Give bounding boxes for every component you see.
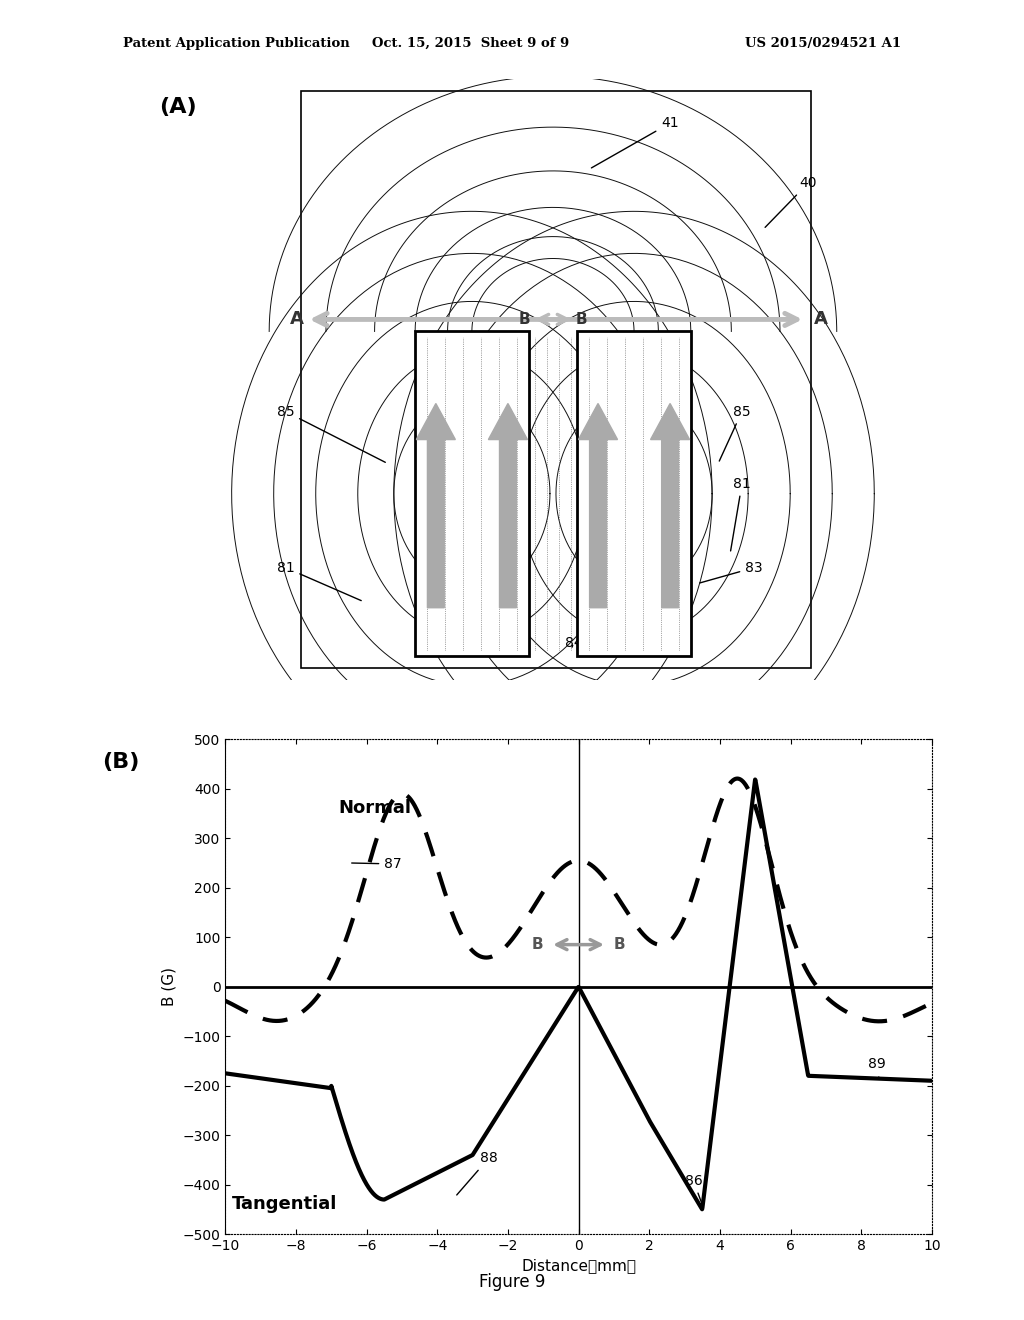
Text: 41: 41: [592, 116, 679, 168]
Text: US 2015/0294521 A1: US 2015/0294521 A1: [745, 37, 901, 50]
Text: 40: 40: [765, 177, 817, 227]
Text: 81: 81: [276, 561, 361, 601]
Text: Tangential: Tangential: [232, 1196, 338, 1213]
Text: 85: 85: [719, 404, 751, 461]
Text: Oct. 15, 2015  Sheet 9 of 9: Oct. 15, 2015 Sheet 9 of 9: [373, 37, 569, 50]
Bar: [301, 91, 811, 668]
Text: (A): (A): [159, 98, 197, 117]
X-axis label: Distance（mm）: Distance（mm）: [521, 1258, 636, 1274]
Text: Figure 9: Figure 9: [479, 1272, 545, 1291]
FancyArrow shape: [650, 404, 689, 607]
Text: 83: 83: [699, 561, 763, 583]
Bar: [415, 331, 529, 656]
Text: Normal: Normal: [338, 800, 412, 817]
Text: B: B: [575, 312, 588, 327]
Text: 89: 89: [868, 1057, 886, 1077]
Text: Patent Application Publication: Patent Application Publication: [123, 37, 349, 50]
Text: 85: 85: [276, 404, 385, 462]
Text: 87: 87: [351, 857, 401, 871]
Text: B: B: [531, 937, 543, 952]
Bar: [577, 331, 691, 656]
Text: A: A: [814, 310, 828, 329]
Text: 81: 81: [730, 477, 751, 550]
Text: B: B: [613, 937, 626, 952]
Text: 88: 88: [457, 1151, 498, 1195]
Y-axis label: B (G): B (G): [162, 968, 177, 1006]
FancyArrow shape: [488, 404, 527, 607]
Text: 86: 86: [684, 1173, 702, 1203]
Text: B: B: [518, 312, 530, 327]
FancyArrow shape: [579, 404, 617, 607]
Text: A: A: [290, 310, 304, 329]
Text: (B): (B): [102, 752, 139, 772]
FancyArrow shape: [417, 404, 456, 607]
Text: 84: 84: [565, 636, 583, 649]
